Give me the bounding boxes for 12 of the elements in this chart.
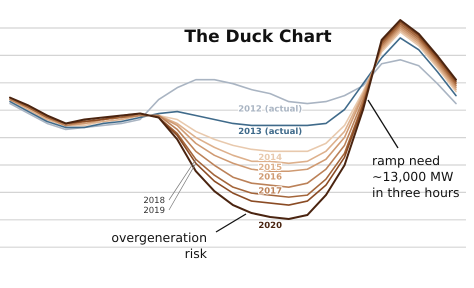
series-label: 2017	[258, 186, 282, 197]
annotation: ramp need ~13,000 MW in three hours	[372, 153, 460, 200]
series-label: 2012 (actual)	[238, 104, 302, 115]
series-label: 2013 (actual)	[238, 126, 302, 137]
series-label: 2014	[258, 152, 282, 163]
series-label: 2016	[258, 172, 282, 183]
series-label: 2020	[258, 221, 282, 232]
text: 2019	[143, 206, 165, 216]
text: 2018	[143, 196, 165, 206]
series-label: 2015	[258, 162, 282, 173]
chart-title: The Duck Chart	[184, 27, 332, 47]
text: overgeneration risk	[111, 230, 208, 261]
